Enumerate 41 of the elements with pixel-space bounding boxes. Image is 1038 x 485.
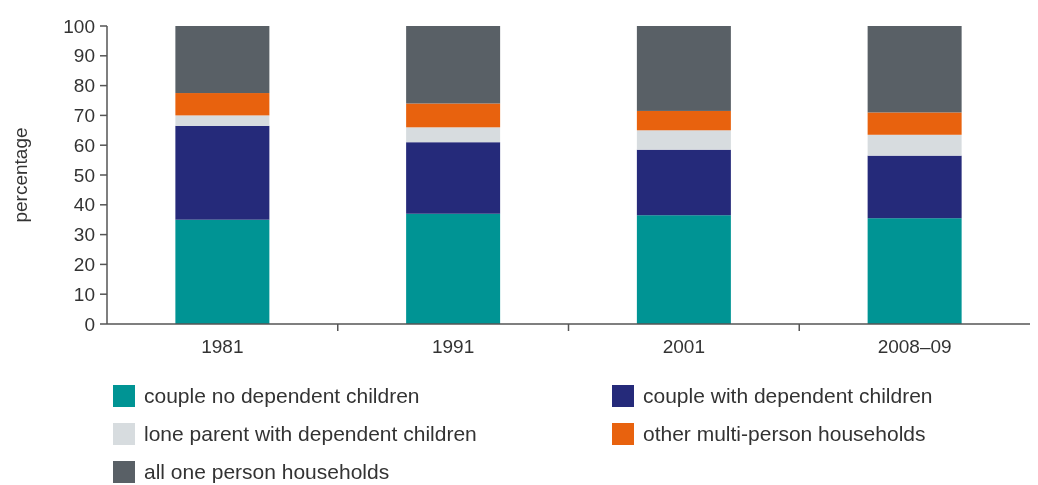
y-tick-label: 20 [73, 254, 95, 276]
legend-label: other multi-person households [643, 422, 926, 446]
bar [636, 110, 731, 131]
bar [406, 26, 501, 104]
y-tick-label: 30 [73, 224, 95, 246]
y-tick-label: 0 [84, 313, 95, 335]
bar [636, 130, 731, 150]
bar [175, 93, 270, 116]
legend-label: couple with dependent children [643, 384, 933, 408]
bar [175, 219, 270, 324]
y-tick-label: 40 [73, 194, 95, 216]
x-tick-label: 1981 [201, 336, 244, 357]
legend-label: lone parent with dependent children [144, 422, 477, 446]
bar [175, 115, 270, 126]
y-tick-label: 10 [73, 283, 95, 305]
y-tick-label: 70 [73, 105, 95, 127]
bar [406, 213, 501, 324]
bar [867, 155, 962, 219]
legend-label: couple no dependent children [144, 384, 420, 408]
legend-label: all one person households [144, 460, 390, 484]
bar [175, 125, 270, 220]
y-axis-title: percentage [10, 127, 31, 223]
y-tick-label: 80 [73, 75, 95, 97]
x-tick-label: 2008–09 [877, 336, 952, 357]
x-tick-label: 1991 [431, 336, 475, 357]
bar [867, 218, 962, 324]
y-tick-label: 50 [73, 164, 95, 186]
bar [867, 134, 962, 156]
x-tick-label: 2001 [662, 336, 706, 357]
y-tick-label: 100 [63, 15, 95, 37]
y-tick-label: 90 [73, 45, 95, 67]
bar [636, 26, 731, 111]
bar [406, 142, 501, 214]
bar [406, 127, 501, 143]
bar [636, 149, 731, 216]
bar [867, 26, 962, 113]
y-tick-label: 60 [73, 134, 95, 156]
bar [636, 215, 731, 324]
bar [867, 112, 962, 135]
bar [175, 26, 270, 94]
bar [406, 103, 501, 128]
